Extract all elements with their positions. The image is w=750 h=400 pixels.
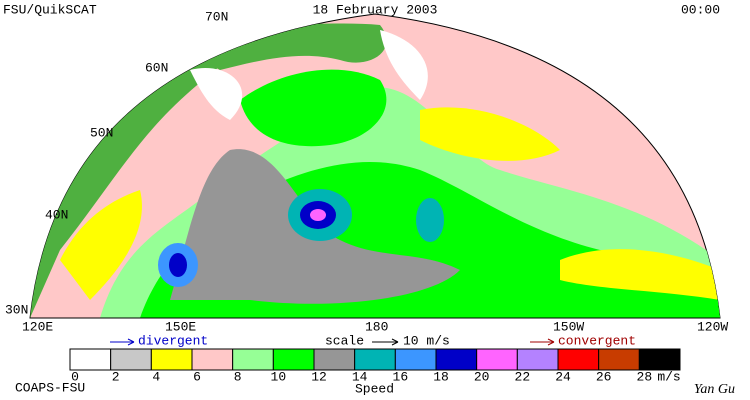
colorbar-tick-label: 0 (71, 369, 79, 384)
colorbar-box (394, 348, 437, 371)
lon-label: 150W (553, 319, 584, 334)
colorbar-box (354, 348, 396, 371)
colorbar-tick-label: 6 (193, 369, 201, 384)
colorbar-unit: m/s (657, 369, 680, 384)
footer-right: Yan Gu (694, 382, 735, 397)
colorbar-box (110, 348, 152, 371)
convergent-label: convergent (558, 333, 636, 348)
convergent-arrowhead (547, 338, 555, 346)
colorbar-tick-label: 4 (152, 369, 160, 384)
colorbar: 0 2 4 6 8 10 12 14 16 18 20 22 24 26 28 m/s (69, 348, 681, 384)
colorbar-tick-label: 12 (311, 369, 327, 384)
scale-label: scale (325, 333, 364, 348)
colorbar-tick-label: 26 (596, 369, 612, 384)
lat-label: 70N (205, 9, 228, 24)
lat-label: 60N (145, 60, 168, 75)
colorbar-box (232, 348, 274, 371)
lon-label: 120W (697, 319, 728, 334)
lon-label: 150E (165, 319, 196, 334)
lat-label: 50N (90, 125, 113, 140)
colorbar-tick-label: 10 (271, 369, 287, 384)
colorbar-tick-label: 28 (637, 369, 653, 384)
colorbar-box (272, 348, 315, 371)
divergent-label: divergent (138, 333, 208, 348)
colorbar-tick-label: 8 (234, 369, 242, 384)
colorbar-box (69, 348, 112, 371)
colorbar-box (435, 348, 478, 371)
colorbar-box (638, 348, 681, 371)
colorbar-box (516, 348, 559, 371)
colorbar-label: Speed (355, 381, 394, 396)
date: 18 February 2003 (313, 2, 438, 17)
colorbar-tick-label: 14 (352, 369, 368, 384)
title: FSU/QuikSCAT (3, 2, 97, 17)
divergent-arrowhead (127, 338, 135, 346)
colorbar-box (598, 348, 640, 371)
colorbar-box (557, 348, 600, 371)
colorbar-box (313, 348, 356, 371)
colorbar-tick-label: 2 (112, 369, 120, 384)
colorbar-tick-label: 18 (433, 369, 449, 384)
time: 00:00 (681, 2, 720, 17)
colorbar-box (476, 348, 518, 371)
lon-label: 180 (365, 319, 388, 334)
scale-value: 10 m/s (403, 333, 450, 348)
colorbar-box (191, 348, 234, 371)
scale-arrowhead (391, 338, 399, 346)
lat-label: 40N (45, 207, 68, 222)
lat-label: 30N (5, 302, 28, 317)
colorbar-tick-label: 24 (555, 369, 571, 384)
map (29, 13, 721, 319)
colorbar-box (150, 348, 193, 371)
colorbar-tick-label: 16 (393, 369, 409, 384)
footer-left: COAPS-FSU (15, 380, 85, 395)
lon-label: 120E (22, 319, 53, 334)
colorbar-tick-label: 22 (515, 369, 531, 384)
colorbar-tick-label: 20 (474, 369, 490, 384)
